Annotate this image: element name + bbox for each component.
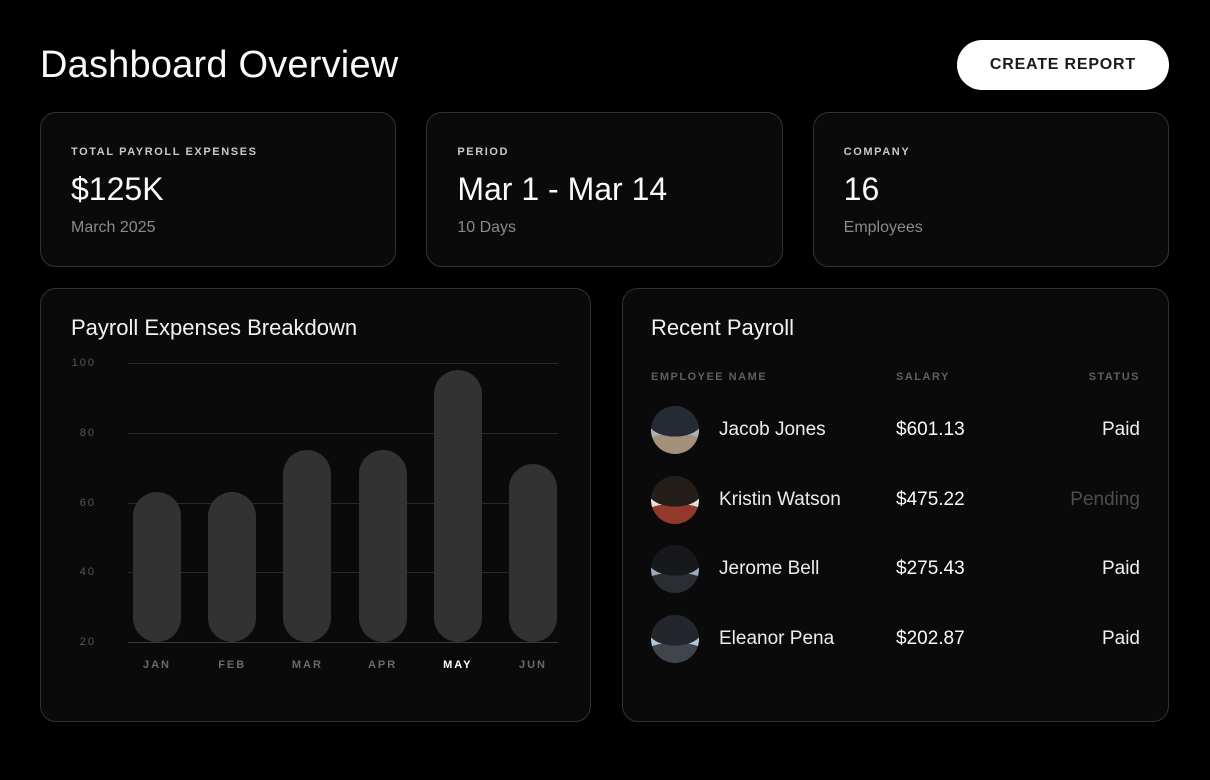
avatar xyxy=(651,545,699,594)
stats-row: TOTAL PAYROLL EXPENSES $125K March 2025 PER… xyxy=(40,112,1169,267)
salary-value: $601.13 xyxy=(896,418,965,440)
stat-label: PERIOD xyxy=(457,146,510,158)
x-axis-label-mar[interactable]: MAR xyxy=(291,659,323,671)
table-row[interactable]: Eleanor Pena $202.87 Paid xyxy=(651,604,1140,674)
main-content: Payroll Expenses Breakdown 100 80 60 40 20 J… xyxy=(40,288,1169,722)
x-axis-label-may[interactable]: MAY xyxy=(443,659,473,671)
y-axis-tick-label: 20 xyxy=(79,636,96,648)
gridline xyxy=(128,572,558,574)
table-title: Recent Payroll xyxy=(651,315,795,340)
create-report-button[interactable]: CREATE REPORT xyxy=(956,40,1169,90)
table-header-row: EMPLOYEE NAME SALARY STATUS xyxy=(651,371,1140,383)
stat-label: TOTAL PAYROLL EXPENSES xyxy=(71,146,258,158)
stat-sublabel: Employees xyxy=(843,219,923,236)
gridline xyxy=(128,642,558,643)
page-title: Dashboard Overview xyxy=(40,43,399,86)
payroll-expenses-chart-card: Payroll Expenses Breakdown 100 80 60 40 20 J… xyxy=(40,288,591,722)
bar-chart: 100 80 60 40 20 xyxy=(41,357,590,648)
y-axis-tick-label: 40 xyxy=(79,566,96,579)
table-row[interactable]: Jerome Bell $275.43 Paid xyxy=(651,534,1140,604)
chart-bar-may[interactable] xyxy=(433,369,482,642)
x-axis-label-feb[interactable]: FEB xyxy=(218,659,247,671)
status-badge: Paid xyxy=(1101,627,1140,649)
x-axis-label-jun[interactable]: JUN xyxy=(518,659,548,671)
stat-card: TOTAL PAYROLL EXPENSES $125K March 2025 xyxy=(40,112,397,267)
table-row[interactable]: Jacob Jones $601.13 Paid xyxy=(651,395,1140,465)
employee-name: Jacob Jones xyxy=(719,418,826,440)
employee-name: Eleanor Pena xyxy=(719,627,835,649)
y-axis-tick-label: 100 xyxy=(71,357,96,369)
y-axis-tick-label: 80 xyxy=(79,426,96,439)
employee-name: Kristin Watson xyxy=(719,488,841,510)
gridline xyxy=(128,363,558,364)
column-header-employee-name: EMPLOYEE NAME xyxy=(651,371,768,383)
status-badge: Paid xyxy=(1101,418,1140,440)
avatar xyxy=(651,614,699,663)
stat-sublabel: 10 Days xyxy=(457,219,517,236)
y-axis-tick-label: 60 xyxy=(79,496,96,509)
x-axis-label-jan[interactable]: JAN xyxy=(142,659,172,671)
avatar xyxy=(651,405,699,454)
chart-bar-apr[interactable] xyxy=(358,450,407,642)
salary-value: $202.87 xyxy=(896,627,965,649)
chart-bar-mar[interactable] xyxy=(283,450,332,642)
gridline xyxy=(128,502,558,504)
chart-title: Payroll Expenses Breakdown xyxy=(71,315,358,340)
salary-value: $475.22 xyxy=(896,488,965,510)
stat-sublabel: March 2025 xyxy=(71,219,156,236)
table-rows: Jacob Jones $601.13 Paid Kristin Watson $475… xyxy=(651,395,1140,674)
stat-value: 16 xyxy=(843,171,880,207)
chart-bar-jan[interactable] xyxy=(133,492,181,642)
chart-bar-feb[interactable] xyxy=(208,492,257,642)
stat-card: PERIOD Mar 1 - Mar 14 10 Days xyxy=(426,112,783,267)
gridline xyxy=(128,432,558,434)
chart-bar-jun[interactable] xyxy=(509,464,557,642)
stat-label: COMPANY xyxy=(843,146,911,158)
page-header: Dashboard Overview CREATE REPORT xyxy=(0,0,1210,90)
status-badge: Pending xyxy=(1070,488,1140,510)
recent-payroll-card: Recent Payroll EMPLOYEE NAME SALARY STATUS… xyxy=(622,288,1169,722)
column-header-status: STATUS xyxy=(1088,371,1140,383)
avatar xyxy=(651,475,699,524)
x-axis-labels: JAN FEB MAR APR MAY JUN xyxy=(41,659,590,675)
column-header-salary: SALARY xyxy=(896,371,950,383)
status-badge: Paid xyxy=(1101,558,1140,580)
stat-card: COMPANY 16 Employees xyxy=(812,112,1169,267)
stat-value: $125K xyxy=(71,171,164,207)
salary-value: $275.43 xyxy=(896,558,965,580)
employee-name: Jerome Bell xyxy=(719,558,820,580)
stat-value: Mar 1 - Mar 14 xyxy=(457,171,668,207)
x-axis-label-apr[interactable]: APR xyxy=(367,659,398,671)
table-row[interactable]: Kristin Watson $475.22 Pending xyxy=(651,465,1140,535)
